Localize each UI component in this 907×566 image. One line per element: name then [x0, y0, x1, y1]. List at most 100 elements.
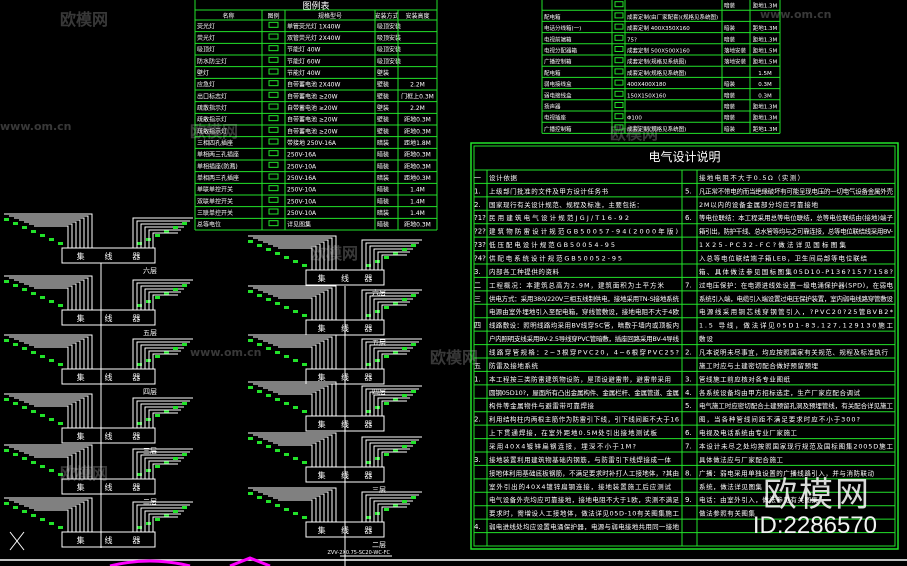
- wire: [361, 436, 422, 467]
- legend-item-height: 2.2M: [410, 82, 425, 89]
- outlet-icon: [173, 510, 178, 513]
- outlet-icon: [13, 343, 18, 346]
- outlet-icon: [22, 226, 27, 229]
- note-text: 接地电阻不大于0.5Ω（实测）: [699, 173, 804, 182]
- box-icon: [614, 23, 624, 30]
- wire: [278, 393, 313, 416]
- wall-lamp-icon: [268, 68, 279, 75]
- wire: [273, 245, 317, 270]
- outlet-icon: [248, 492, 253, 495]
- note-number: 2.: [685, 349, 692, 357]
- hub-label: 线: [105, 251, 113, 261]
- wire: [273, 295, 317, 320]
- hub-label: 器: [364, 526, 372, 535]
- riser-floor-left: 集 线 器三层: [4, 393, 193, 455]
- evacuation-sign-icon: [268, 103, 279, 110]
- note-text: 入总等电位联结端子箱LEB，卫生间局部等电位联结: [699, 254, 868, 263]
- design-notes-title: 电气设计说明: [648, 149, 720, 164]
- outlet-icon: [173, 226, 178, 229]
- panel-icon: [614, 124, 624, 131]
- wire: [365, 439, 419, 467]
- legend-item-install: 吸顶安装: [377, 46, 401, 54]
- antenna-icon: [614, 113, 624, 120]
- wire: [9, 499, 89, 532]
- wire: [29, 223, 73, 248]
- wire: [248, 381, 337, 416]
- note-text: 箱、具体做法参见国标图集05D10-P136?157?158?: [699, 267, 893, 276]
- outlet-icon: [402, 500, 407, 503]
- outlet-icon: [411, 496, 416, 499]
- wire: [4, 334, 93, 369]
- wire: [144, 226, 184, 248]
- legend-item-install: 壁装: [377, 127, 389, 135]
- wire: [19, 219, 81, 248]
- legend-item-name: 三联单控开关: [197, 209, 233, 217]
- wire: [4, 393, 93, 428]
- equipment-item-name: 配电箱: [544, 13, 561, 21]
- junction-icon: [614, 90, 624, 97]
- wire: [373, 445, 413, 467]
- hub-label: 线: [341, 273, 349, 283]
- hub-label: 集: [77, 482, 85, 492]
- equipment-item-spec: 75?: [627, 37, 637, 43]
- wire: [373, 248, 413, 270]
- hub-box: [61, 309, 156, 326]
- wire: [14, 397, 85, 428]
- outlet-icon: [393, 252, 398, 255]
- panel-icon: [614, 12, 624, 19]
- outlet-icon: [31, 514, 36, 517]
- wire: [253, 383, 333, 416]
- riser-floor-right: 集线器: [248, 381, 422, 432]
- note-text: 供电方式：采用380/220V三相五线制供电，接地采用TN-S接地系统: [489, 294, 680, 303]
- equipment-item-spec: 成套定制(规格见系统图): [627, 58, 686, 66]
- hub-box: [61, 531, 156, 548]
- equipment-item-name: 电视分配器箱: [544, 47, 578, 55]
- wire: [273, 442, 317, 467]
- outlet-icon: [164, 410, 169, 413]
- equipment-item-install: 暗装: [724, 35, 736, 43]
- outlet-icon: [293, 359, 298, 362]
- wire: [273, 344, 317, 369]
- hub-box: [61, 368, 156, 385]
- note-text: 施工时应与土建密切配合做好预留预埋: [699, 361, 819, 370]
- hub-label: 器: [364, 274, 372, 283]
- legend-item-name: 总等电位: [197, 221, 221, 229]
- outlet-icon: [182, 284, 187, 287]
- outlet-icon: [4, 339, 9, 342]
- equipment-item-name: 弱电接线盒: [544, 80, 572, 88]
- outlet-icon: [293, 406, 298, 409]
- outlet-icon: [248, 339, 253, 342]
- equipment-item-install: 暗装: [724, 91, 736, 99]
- outlet-icon: [384, 402, 389, 405]
- wire: [140, 285, 187, 310]
- outlet-icon: [173, 288, 178, 291]
- outlet-icon: [4, 280, 9, 283]
- equipment-item-install: 暗装: [724, 114, 736, 122]
- floor-label: 六层: [143, 266, 157, 275]
- legend-item-spec: 自带蓄电池 2X40W: [287, 81, 340, 89]
- outlet-icon: [248, 437, 253, 440]
- note-number: 4.: [685, 389, 692, 397]
- single-tube-icon: [268, 21, 279, 28]
- legend-item-name: 单相插座(防溅): [197, 162, 238, 170]
- wire: [365, 341, 419, 369]
- legend-item-spec: 双管荧光灯 2X40W: [287, 34, 340, 42]
- outlet-icon: [182, 222, 187, 225]
- note-text: 等电位联结：本工程采用总等电位联结，总等电位联结由(接地)端子: [699, 213, 894, 222]
- outlet-icon: [49, 359, 54, 362]
- note-number: 五: [474, 362, 481, 370]
- equipment-item-height: 1.5M: [758, 71, 772, 77]
- riser-floor-left: 集线器: [4, 497, 193, 548]
- wire: [258, 289, 329, 320]
- wire: [132, 217, 193, 248]
- equipment-item-name: 扬声器: [544, 103, 561, 111]
- note-number: 3.: [685, 375, 692, 383]
- panel-icon: [614, 68, 624, 75]
- wire: [377, 301, 410, 320]
- wire: [14, 338, 85, 369]
- equipment-item-height: 距地1.3M: [753, 114, 778, 122]
- wire: [148, 229, 181, 248]
- legend-header-cell: 安装方式: [374, 12, 398, 20]
- equipment-item-height: 距地1.3M: [753, 2, 778, 10]
